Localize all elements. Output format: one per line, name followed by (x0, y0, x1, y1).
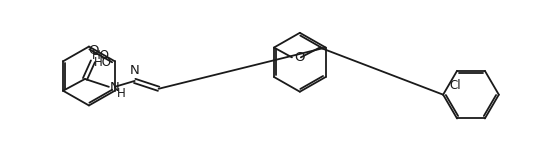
Text: N: N (110, 81, 120, 94)
Text: H: H (117, 87, 126, 100)
Text: Cl: Cl (449, 79, 461, 92)
Text: HO: HO (92, 50, 110, 62)
Text: O: O (89, 44, 99, 57)
Text: HO: HO (94, 56, 112, 69)
Text: N: N (130, 64, 140, 77)
Text: O: O (294, 51, 305, 64)
